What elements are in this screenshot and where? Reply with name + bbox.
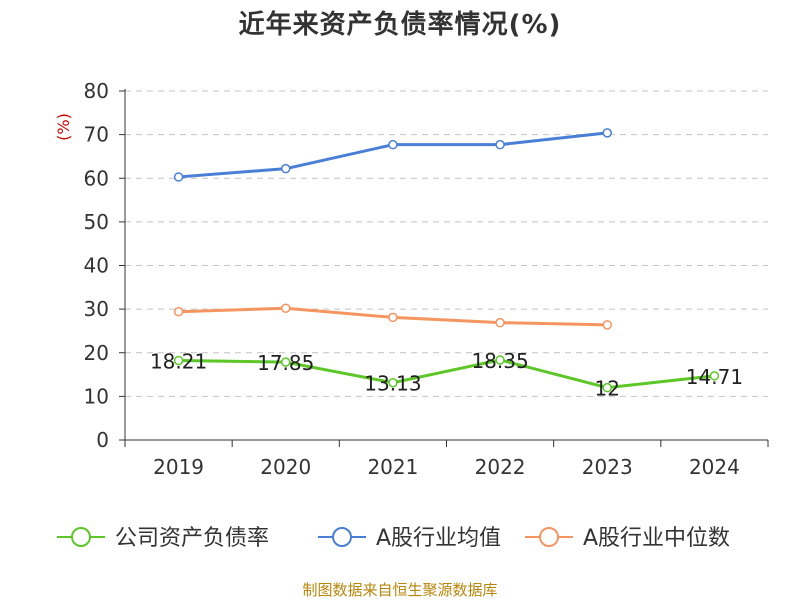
data-point [388,139,398,150]
data-labels: 18.21 17.85 13.13 18.35 12 14.71 [150,349,743,401]
y-tick-label: 80 [84,79,109,103]
data-point [602,320,612,330]
x-tick-label: 2020 [260,455,311,479]
data-point [173,172,184,182]
x-tick-label: 2019 [153,455,204,479]
axes: 0 10 20 30 40 50 60 70 80 (%) 2019 2020 2021 2022 2023… [54,79,769,479]
data-label: 18.21 [150,350,207,374]
y-tick-label: 60 [84,166,109,190]
legend[interactable]: 公司资产负债率 A股行业均值 A股行业中位数 [57,526,730,551]
data-point [388,312,398,323]
legend-marker [71,527,91,547]
series-line [178,131,608,179]
data-point [709,371,720,381]
y-tick-label: 50 [84,210,109,234]
data-point [388,377,398,388]
y-tick-label: 10 [84,384,109,408]
grid-lines [125,90,768,397]
series-line [178,358,715,390]
chart-title: 近年来资产负债率情况(%) [238,10,562,40]
data-point [602,382,612,393]
x-tick-label: 2023 [582,455,633,479]
data-label: 13.13 [364,372,421,396]
y-tick-label: 20 [84,341,109,365]
x-tick-label: 2024 [689,455,740,479]
data-point [602,128,612,138]
data-point [173,355,184,366]
y-tick-label: 70 [84,123,109,147]
series-lines [173,128,720,393]
legend-marker [539,527,559,547]
y-tick-label: 30 [84,297,109,321]
source-note: 制图数据来自恒生聚源数据库 [302,581,498,599]
y-axis-label: (%) [54,113,73,141]
data-point [281,163,291,174]
data-label: 18.35 [471,349,528,373]
data-point [173,306,184,317]
legend-label: A股行业均值 [376,526,501,551]
data-point [495,355,505,365]
y-tick-label: 40 [84,254,109,278]
data-point [495,317,505,328]
y-tick-label: 0 [96,428,109,452]
data-point [281,303,291,314]
data-label: 14.71 [686,365,743,389]
legend-marker [332,527,352,547]
legend-label: A股行业中位数 [583,526,730,551]
x-tick-label: 2021 [367,455,418,479]
x-tick-label: 2022 [475,455,526,479]
data-point [495,139,505,150]
data-label: 17.85 [257,351,314,375]
data-point [281,357,291,367]
data-label: 12 [595,377,620,401]
legend-label: 公司资产负债率 [115,526,269,551]
